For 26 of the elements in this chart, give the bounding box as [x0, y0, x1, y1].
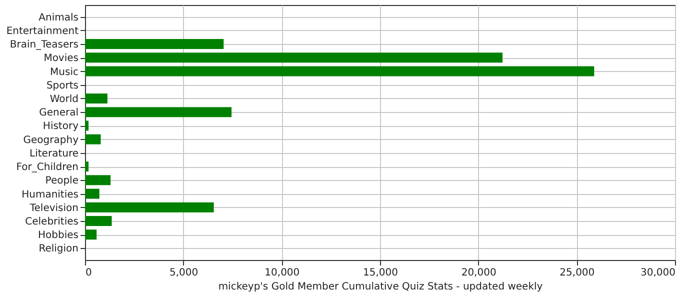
y-tick-label: Humanities [22, 189, 78, 200]
y-tick-label: Hobbies [38, 230, 78, 242]
y-tick-label: History [42, 121, 79, 132]
x-tick-label: 0 [86, 268, 92, 278]
y-tick-label: Literature [30, 148, 78, 160]
y-tick-label: Animals [38, 12, 78, 24]
x-tick-label: 5,000 [170, 268, 198, 278]
x-tick-label: 20,000 [461, 268, 496, 278]
x-axis-title: mickeyp's Gold Member Cumulative Quiz Stats - updated weekly [218, 282, 543, 292]
y-tick-label: Music [50, 66, 78, 78]
y-tick-label: Television [28, 202, 78, 214]
y-tick-label: Sports [46, 80, 78, 92]
y-tick-label: Religion [38, 244, 78, 255]
y-tick-label: Entertainment [6, 26, 79, 37]
y-tick-label: For_Children [16, 162, 78, 174]
y-tick-label: Geography [23, 134, 79, 146]
y-tick-label: Movies [44, 53, 78, 64]
y-tick-label: People [45, 176, 78, 187]
y-tick-label: Celebrities [25, 216, 78, 228]
x-tick-label: 10,000 [264, 268, 300, 278]
y-tick-label: Brain_Teasers [10, 40, 78, 51]
x-tick-label: 25,000 [560, 268, 595, 278]
y-tick-label: General [39, 108, 78, 119]
x-tick-label: 15,000 [363, 268, 398, 278]
x-tick-label: 30,000 [640, 268, 676, 278]
y-tick-label: World [50, 94, 78, 105]
